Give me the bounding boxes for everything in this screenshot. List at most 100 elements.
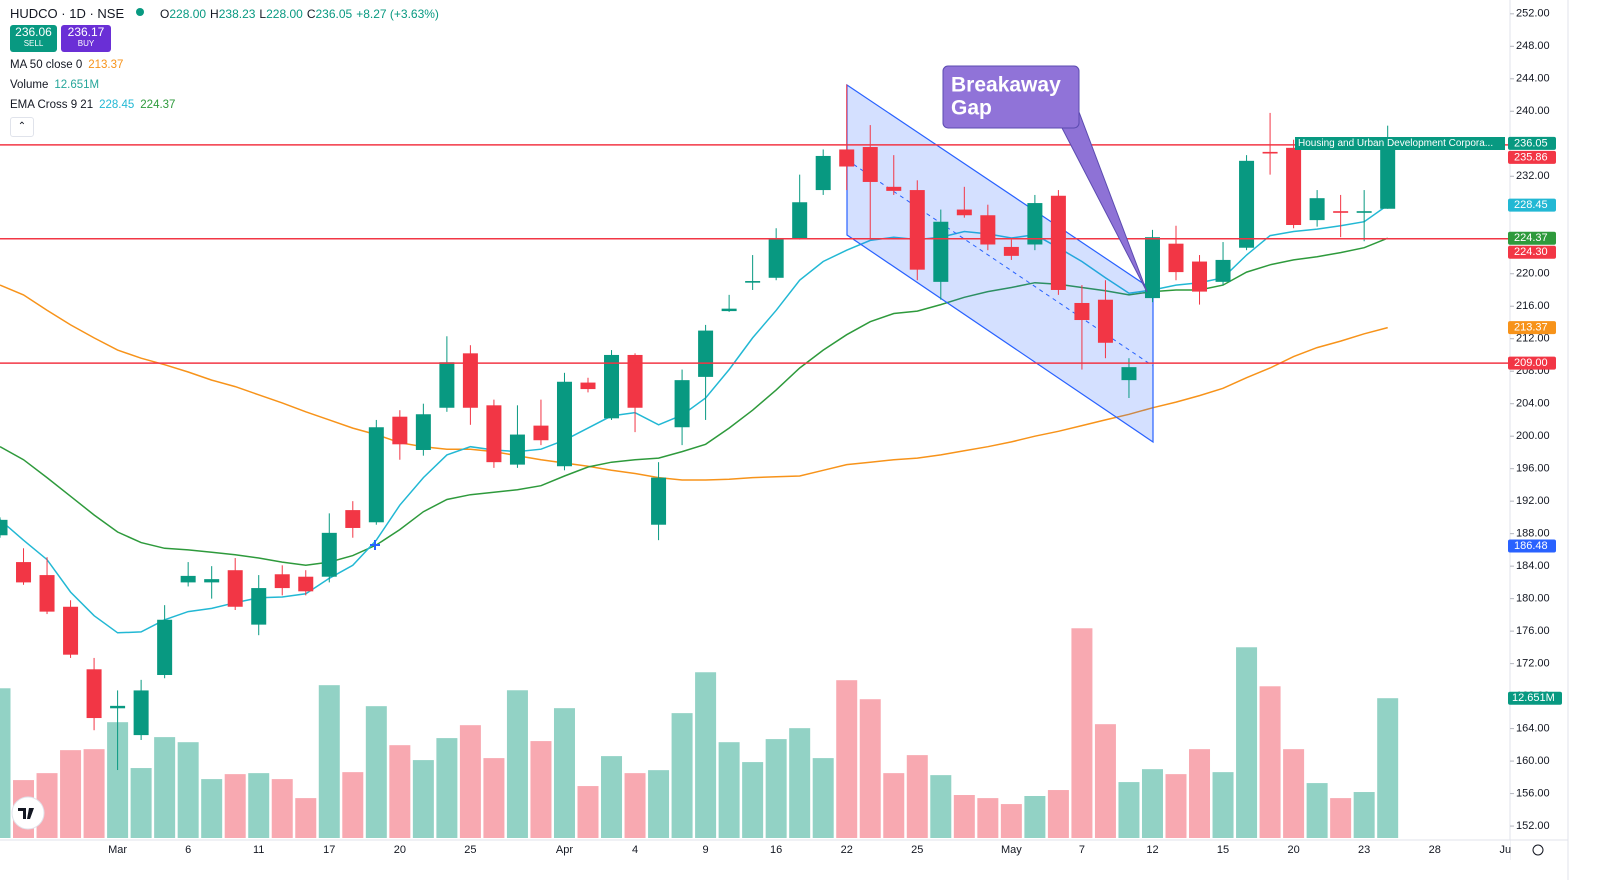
x-tick-label: 20 — [1287, 844, 1299, 856]
candle-body — [980, 215, 996, 245]
candle-body — [204, 579, 220, 583]
candle-body — [180, 575, 196, 583]
candle-body — [321, 532, 337, 577]
volume-bar — [295, 798, 317, 838]
candle-body — [533, 425, 549, 441]
y-tick-label: 188.00 — [1516, 528, 1550, 540]
candle-body — [556, 381, 572, 467]
candle-body — [839, 149, 855, 167]
sell-price: 236.06 — [15, 25, 52, 39]
volume-bar — [1047, 790, 1069, 838]
ohlc-key: L — [259, 7, 267, 21]
y-tick-label: 180.00 — [1516, 593, 1550, 605]
buy-label: BUY — [77, 39, 95, 48]
volume-pane — [0, 628, 1399, 838]
candle-body — [721, 308, 737, 312]
candle-body — [909, 190, 925, 270]
volume-bar — [530, 741, 552, 838]
volume-bar — [107, 722, 129, 838]
candle-body — [1144, 237, 1160, 299]
volume-bar — [695, 672, 717, 838]
buy-button[interactable]: 236.17 BUY — [61, 25, 111, 52]
y-tick-label: 176.00 — [1516, 625, 1550, 637]
ohlc-legend: O228.00 H238.23 L228.00 C236.05 +8.27 (+3.63… — [160, 7, 439, 21]
price-label-box — [1508, 321, 1556, 335]
ohlc-key: H — [210, 7, 219, 21]
indicator-row: Volume 12.651M — [10, 79, 105, 91]
y-tick-label: 192.00 — [1516, 495, 1550, 507]
indicator-name: Volume — [10, 79, 49, 91]
volume-bar — [789, 728, 811, 838]
candle-body — [392, 416, 408, 445]
candle-body — [1097, 299, 1113, 343]
sell-button[interactable]: 236.06 SELL — [10, 25, 57, 52]
logo — [11, 796, 45, 830]
y-tick-label: 164.00 — [1516, 723, 1550, 735]
candle-body — [298, 576, 314, 592]
indicator-value: 224.37 — [140, 99, 176, 111]
x-tick-label: 22 — [841, 844, 853, 856]
price-label-box — [1508, 231, 1556, 245]
candle-body — [674, 380, 690, 428]
volume-bar — [553, 708, 575, 838]
ohlc-value: 236.05 — [315, 7, 353, 21]
candle-body — [604, 354, 620, 419]
volume-bar — [224, 774, 246, 838]
indicator-value: 228.45 — [99, 99, 135, 111]
volume-bar — [1330, 798, 1352, 838]
axes: 152.00156.00160.00164.00168.00172.00176.… — [108, 8, 1562, 856]
logo-mark — [18, 808, 34, 819]
volume-bar — [365, 706, 387, 838]
x-tick-label: 12 — [1146, 844, 1158, 856]
price-label-box — [1508, 150, 1556, 164]
candle-body — [86, 669, 102, 719]
candle-body — [133, 690, 149, 736]
collapse-button[interactable]: ⌃ — [10, 117, 34, 137]
candle-body — [227, 570, 243, 607]
candle-body — [745, 281, 761, 283]
candle-body — [1192, 261, 1208, 292]
candle-body — [274, 574, 290, 589]
last-price-title: Housing and Urban Development Corpora... — [1298, 138, 1493, 149]
volume-bar — [154, 737, 176, 838]
volume-bar — [83, 749, 105, 838]
y-tick-label: 160.00 — [1516, 755, 1550, 767]
candle-body — [698, 330, 714, 377]
candle-body — [651, 477, 667, 525]
ohlc-value: 228.00 — [266, 7, 303, 21]
candle-body — [580, 382, 596, 390]
x-tick-label: 17 — [323, 844, 335, 856]
y-tick-label: 252.00 — [1516, 8, 1550, 20]
volume-bar — [1165, 774, 1187, 838]
candle-body — [792, 202, 808, 239]
candle-body — [1356, 211, 1372, 213]
volume-bar — [1024, 796, 1046, 838]
price-label-box — [1508, 245, 1556, 259]
volume-bar — [601, 756, 623, 838]
indicator-value: 213.37 — [88, 59, 124, 71]
y-tick-label: 152.00 — [1516, 820, 1550, 832]
volume-bar — [624, 773, 646, 838]
price-label-box — [1508, 136, 1556, 150]
volume-bar — [436, 738, 458, 838]
candles — [0, 84, 1396, 771]
candle-body — [368, 427, 384, 523]
candle-body — [1027, 203, 1043, 245]
candle-body — [1239, 160, 1255, 248]
settings-icon[interactable] — [1532, 844, 1544, 856]
price-label: 186.48 — [1514, 540, 1548, 552]
x-tick-label: 9 — [703, 844, 709, 856]
candle-body — [1074, 302, 1090, 321]
volume-bar — [483, 758, 505, 838]
volume-bar — [883, 773, 905, 838]
volume-bar — [1189, 749, 1211, 838]
volume-bar — [1212, 772, 1234, 838]
x-tick-label: May — [1001, 844, 1022, 856]
volume-bar — [953, 795, 975, 838]
candle-body — [1262, 151, 1278, 154]
volume-bar — [765, 739, 787, 838]
candle-body — [1286, 147, 1302, 225]
candle-body — [1380, 143, 1396, 209]
candle-body — [627, 354, 643, 408]
volume-bar — [318, 685, 340, 838]
